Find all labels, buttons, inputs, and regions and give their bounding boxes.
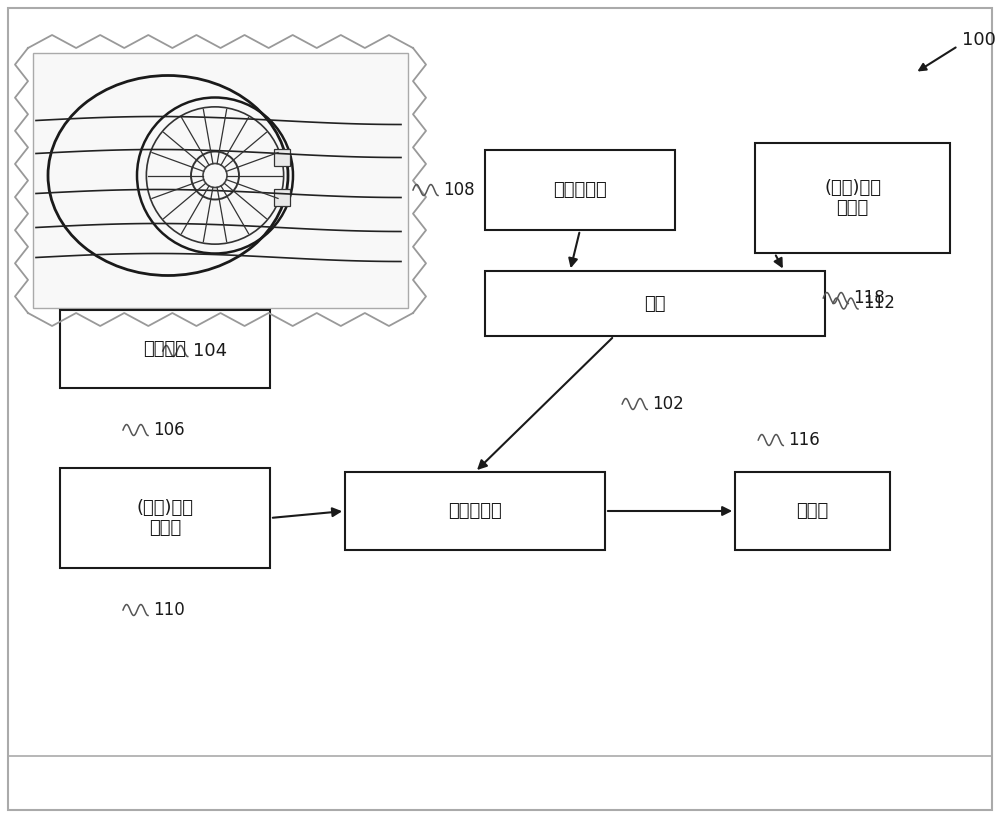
Bar xyxy=(485,150,675,230)
Text: 102: 102 xyxy=(652,395,684,413)
Bar xyxy=(274,188,290,205)
Text: 118: 118 xyxy=(853,289,885,307)
Text: 接口: 接口 xyxy=(644,294,666,312)
Bar xyxy=(485,271,825,336)
Bar xyxy=(60,310,270,388)
Text: (多个)腐蚀
传感器: (多个)腐蚀 传感器 xyxy=(136,499,194,537)
Text: 设备控制器: 设备控制器 xyxy=(553,181,607,199)
Bar xyxy=(60,468,270,568)
Text: 100: 100 xyxy=(962,31,996,49)
Text: 112: 112 xyxy=(863,294,895,312)
Bar xyxy=(345,472,605,550)
Text: 分析控制器: 分析控制器 xyxy=(448,502,502,520)
Bar xyxy=(33,53,408,308)
Bar xyxy=(755,143,950,253)
Text: 116: 116 xyxy=(788,431,820,449)
Text: 104: 104 xyxy=(193,342,227,360)
Text: (多个)设备
传感器: (多个)设备 传感器 xyxy=(824,178,881,218)
Bar xyxy=(735,472,890,550)
Text: 106: 106 xyxy=(153,421,185,439)
Text: 108: 108 xyxy=(443,181,475,199)
Text: 数据库: 数据库 xyxy=(796,502,829,520)
Bar xyxy=(274,149,290,165)
Text: 补救系统: 补救系统 xyxy=(144,340,186,358)
Text: 110: 110 xyxy=(153,601,185,619)
